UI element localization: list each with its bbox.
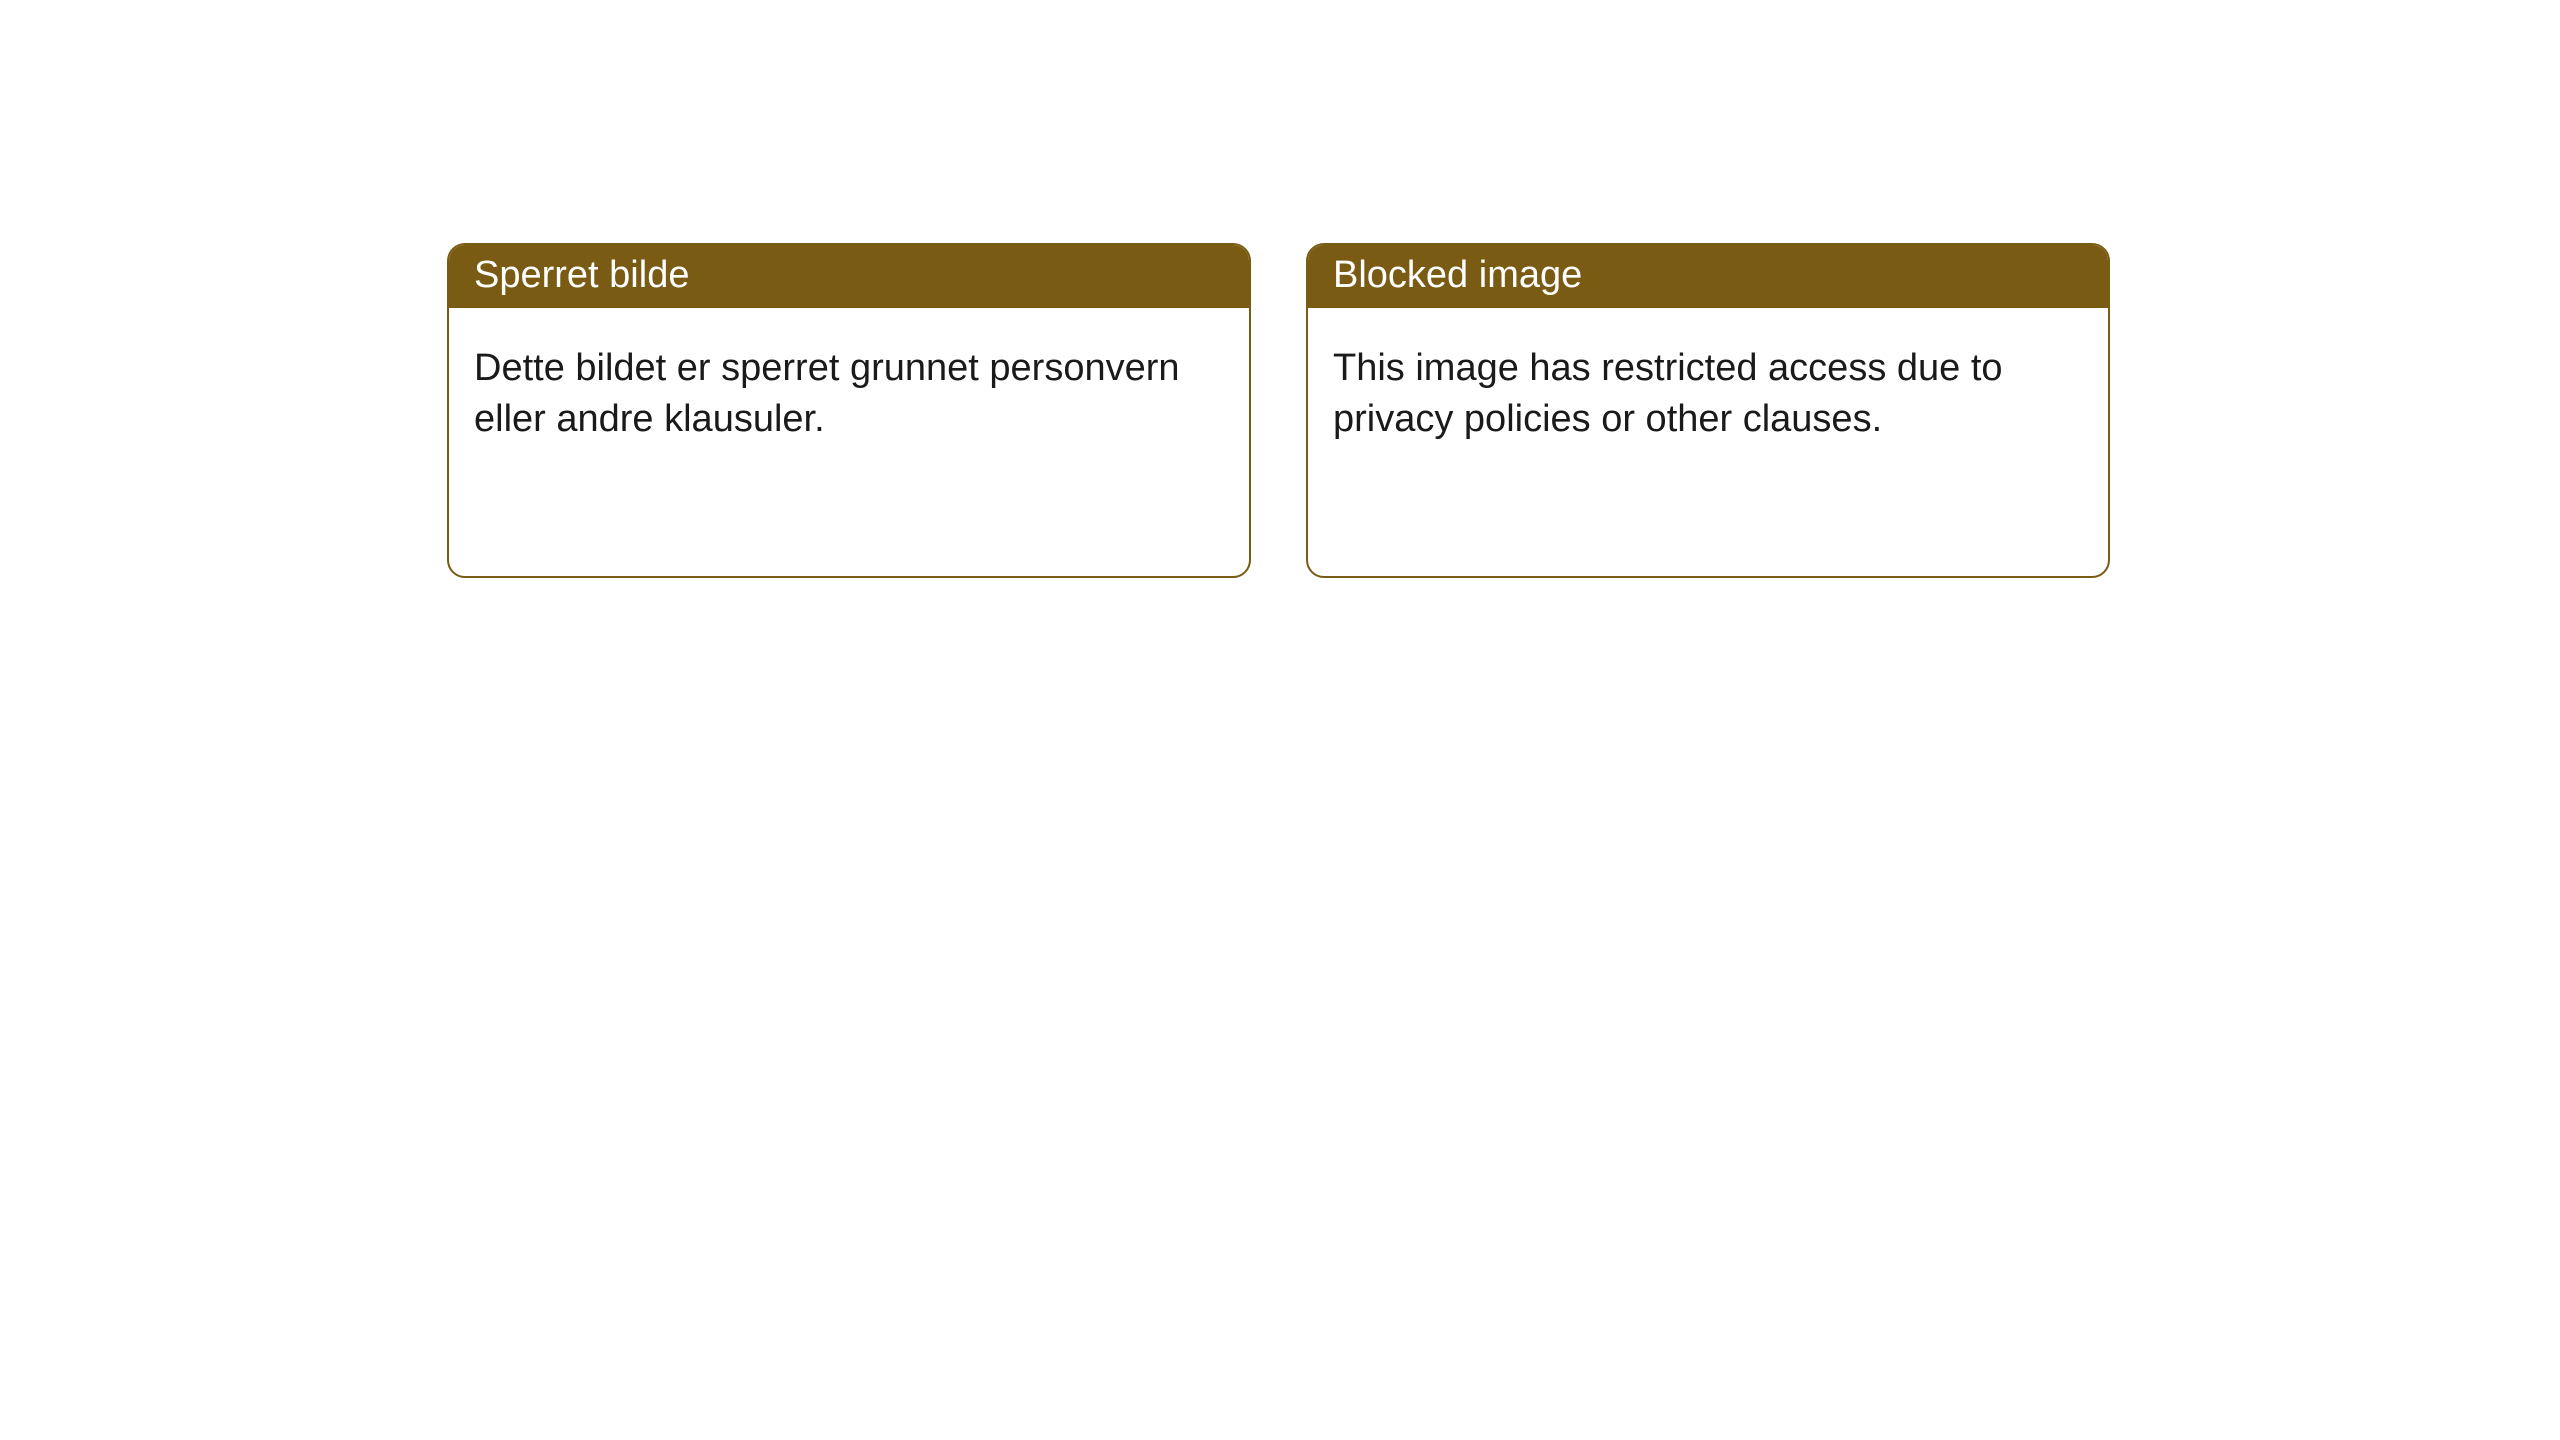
notice-card-norwegian: Sperret bilde Dette bildet er sperret gr… xyxy=(447,243,1251,578)
notice-card-english: Blocked image This image has restricted … xyxy=(1306,243,2110,578)
card-body: This image has restricted access due to … xyxy=(1308,308,2108,471)
notice-cards-container: Sperret bilde Dette bildet er sperret gr… xyxy=(0,0,2560,578)
card-title: Blocked image xyxy=(1308,245,2108,308)
card-title: Sperret bilde xyxy=(449,245,1249,308)
card-body: Dette bildet er sperret grunnet personve… xyxy=(449,308,1249,471)
